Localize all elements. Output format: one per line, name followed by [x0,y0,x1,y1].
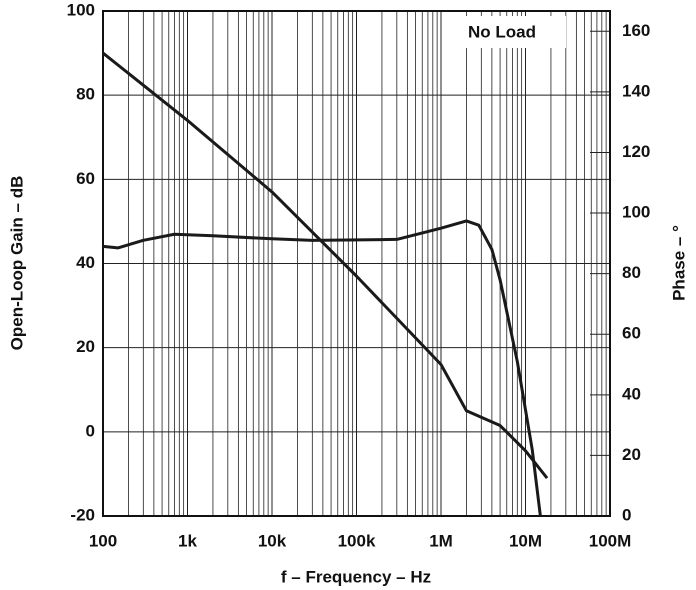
y2-tick-label: 80 [622,263,641,282]
y-tick-label: -20 [70,505,95,524]
y2-tick-label: 40 [622,384,641,403]
plot-frame [102,10,611,517]
y2-tick-label: 100 [622,203,650,222]
y2-tick-label: 120 [622,142,650,161]
y-tick-label: 100 [67,0,95,19]
y-tick-label: 0 [86,421,95,440]
x-tick-label: 100M [589,531,632,550]
x-tick-label: 10k [258,531,287,550]
x-axis-title: f – Frequency – Hz [281,567,431,586]
x-tick-label: 1k [178,531,197,550]
y-tick-label: 20 [76,337,95,356]
y-tick-label: 60 [76,169,95,188]
y2-tick-label: 140 [622,81,650,100]
y2-tick-label: 60 [622,324,641,343]
y2-tick-label: 0 [622,505,631,524]
annotation: No Load [468,22,536,41]
y-tick-label: 80 [76,85,95,104]
series-line [102,51,549,480]
y2-tick-label: 160 [622,21,650,40]
y-tick-label: 40 [76,253,95,272]
y2-axis-title: Phase – ° [669,225,688,301]
x-tick-label: 1M [429,531,453,550]
x-tick-label: 100 [89,531,117,550]
y-axis-title: Open-Loop Gain – dB [7,176,26,351]
series-line [102,219,542,517]
y2-tick-label: 20 [622,445,641,464]
annotation-box [446,16,566,48]
x-tick-label: 10M [509,531,542,550]
x-tick-label: 100k [338,531,376,550]
